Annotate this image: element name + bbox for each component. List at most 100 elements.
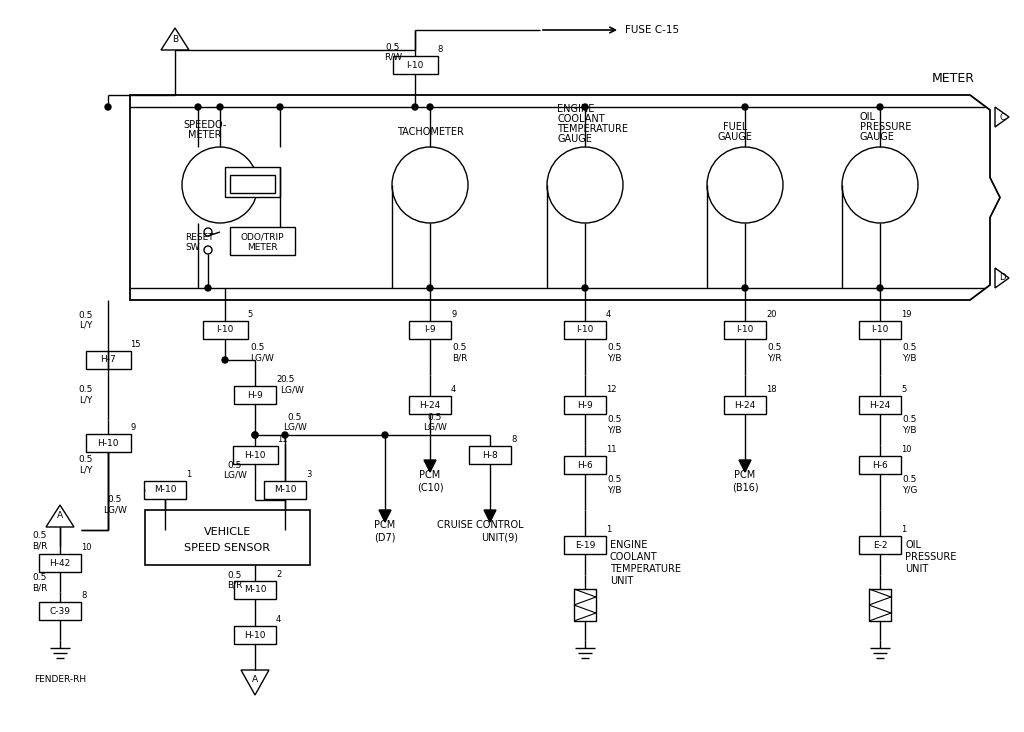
Text: LG/W: LG/W bbox=[103, 506, 127, 515]
Text: OIL: OIL bbox=[905, 540, 921, 550]
Text: 0.5: 0.5 bbox=[79, 455, 93, 465]
Polygon shape bbox=[995, 107, 1009, 127]
Text: 0.5: 0.5 bbox=[280, 376, 294, 384]
Text: 20: 20 bbox=[766, 310, 776, 319]
Text: 0.5: 0.5 bbox=[386, 42, 400, 51]
Text: B/R: B/R bbox=[452, 354, 467, 362]
Text: METER: METER bbox=[247, 242, 278, 252]
Text: 1: 1 bbox=[186, 470, 191, 479]
Text: 0.5: 0.5 bbox=[288, 413, 302, 422]
Text: H-24: H-24 bbox=[734, 400, 756, 409]
Text: 0.5: 0.5 bbox=[227, 460, 243, 469]
Circle shape bbox=[877, 104, 883, 110]
Circle shape bbox=[182, 147, 258, 223]
Text: TEMPERATURE: TEMPERATURE bbox=[610, 564, 681, 574]
Text: FUEL: FUEL bbox=[723, 122, 748, 132]
Polygon shape bbox=[241, 670, 269, 695]
Polygon shape bbox=[995, 268, 1009, 288]
Text: CRUISE CONTROL: CRUISE CONTROL bbox=[436, 520, 523, 530]
Bar bbox=[264, 481, 306, 499]
Text: I-10: I-10 bbox=[216, 326, 233, 335]
Text: LG/W: LG/W bbox=[283, 422, 307, 431]
Text: H-7: H-7 bbox=[100, 356, 116, 365]
Text: I-9: I-9 bbox=[424, 326, 436, 335]
Bar bbox=[574, 589, 596, 621]
Text: COOLANT: COOLANT bbox=[610, 552, 657, 562]
Text: Y/B: Y/B bbox=[902, 425, 916, 435]
Polygon shape bbox=[739, 460, 751, 472]
Text: Y/B: Y/B bbox=[902, 354, 916, 362]
Text: B/R: B/R bbox=[33, 583, 48, 592]
Text: Y/B: Y/B bbox=[607, 354, 622, 362]
Bar bbox=[724, 321, 766, 339]
Circle shape bbox=[204, 228, 212, 236]
Text: H-42: H-42 bbox=[49, 559, 71, 567]
Text: 5: 5 bbox=[901, 385, 906, 394]
Text: I-10: I-10 bbox=[407, 61, 424, 70]
Text: 0.5: 0.5 bbox=[902, 476, 916, 485]
Bar bbox=[564, 321, 606, 339]
Text: L/Y: L/Y bbox=[79, 395, 93, 405]
Text: ENGINE: ENGINE bbox=[610, 540, 647, 550]
Text: D: D bbox=[998, 274, 1006, 283]
Text: FUSE C-15: FUSE C-15 bbox=[625, 25, 679, 35]
Circle shape bbox=[195, 104, 201, 110]
Bar bbox=[234, 581, 276, 599]
Text: 1: 1 bbox=[901, 525, 906, 534]
Text: 2: 2 bbox=[276, 375, 282, 384]
Text: I-10: I-10 bbox=[577, 326, 594, 335]
Text: PCM: PCM bbox=[375, 520, 395, 530]
Circle shape bbox=[382, 432, 388, 438]
Bar bbox=[144, 481, 186, 499]
Bar bbox=[859, 456, 901, 474]
Circle shape bbox=[217, 104, 223, 110]
Text: 0.5: 0.5 bbox=[452, 343, 466, 353]
Circle shape bbox=[427, 104, 433, 110]
Text: 9: 9 bbox=[451, 310, 457, 319]
Text: 9: 9 bbox=[130, 423, 136, 432]
Text: 11: 11 bbox=[606, 445, 616, 454]
Bar bbox=[859, 536, 901, 554]
Text: 10: 10 bbox=[901, 445, 911, 454]
Text: 5: 5 bbox=[248, 310, 253, 319]
Text: GAUGE: GAUGE bbox=[860, 132, 895, 142]
Text: L/Y: L/Y bbox=[79, 321, 93, 329]
Text: VEHICLE: VEHICLE bbox=[204, 527, 251, 537]
Text: TACHOMETER: TACHOMETER bbox=[396, 127, 464, 137]
Circle shape bbox=[252, 432, 258, 438]
Text: Y/R: Y/R bbox=[767, 354, 781, 362]
Text: M-10: M-10 bbox=[273, 485, 296, 495]
Text: PCM: PCM bbox=[420, 470, 440, 480]
Text: A: A bbox=[57, 512, 63, 520]
Bar bbox=[145, 510, 310, 565]
Text: TEMPERATURE: TEMPERATURE bbox=[557, 124, 628, 134]
Text: B/R: B/R bbox=[227, 580, 243, 589]
Circle shape bbox=[877, 285, 883, 291]
Bar bbox=[85, 434, 130, 452]
Circle shape bbox=[742, 285, 748, 291]
Polygon shape bbox=[424, 460, 436, 472]
Polygon shape bbox=[161, 28, 189, 50]
Text: E-2: E-2 bbox=[872, 540, 887, 550]
Circle shape bbox=[205, 285, 211, 291]
Text: I-10: I-10 bbox=[736, 326, 754, 335]
Text: METER: METER bbox=[932, 72, 975, 85]
Bar bbox=[869, 589, 891, 621]
Text: 2: 2 bbox=[276, 570, 282, 579]
Polygon shape bbox=[46, 505, 74, 527]
Bar bbox=[39, 554, 81, 572]
Bar bbox=[39, 602, 81, 620]
Text: PRESSURE: PRESSURE bbox=[905, 552, 956, 562]
Text: 0.5: 0.5 bbox=[428, 413, 442, 422]
Text: 4: 4 bbox=[606, 310, 611, 319]
Text: RESET: RESET bbox=[185, 233, 214, 242]
Text: UNIT(9): UNIT(9) bbox=[481, 532, 518, 542]
Text: LG/W: LG/W bbox=[223, 471, 247, 479]
Text: R/W: R/W bbox=[384, 53, 402, 61]
Text: H-9: H-9 bbox=[578, 400, 593, 409]
Text: GAUGE: GAUGE bbox=[718, 132, 753, 142]
Bar bbox=[564, 536, 606, 554]
Text: 0.5: 0.5 bbox=[79, 310, 93, 319]
Text: 4: 4 bbox=[276, 615, 282, 624]
Text: UNIT: UNIT bbox=[905, 564, 928, 574]
